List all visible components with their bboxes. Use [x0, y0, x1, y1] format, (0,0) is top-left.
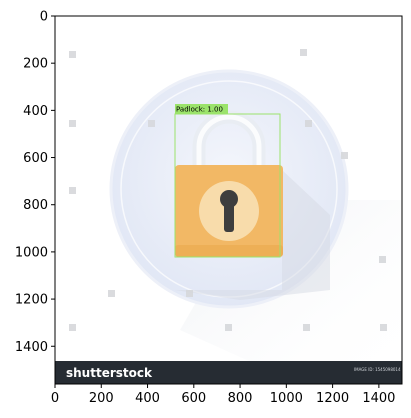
padlock-shadow — [175, 170, 330, 300]
y-axis: 0 200 400 600 800 1000 1200 1400 — [15, 10, 55, 355]
x-tick-label: 0 — [51, 391, 59, 406]
detection-label: Padlock: 1.00 — [176, 106, 223, 114]
padlock-body-shade — [175, 245, 283, 257]
watermark-image-id: IMAGE ID: 1545098014 — [354, 367, 401, 372]
watermark-footer — [55, 361, 402, 384]
plot-frame — [54, 15, 403, 385]
detection-label-bg — [175, 104, 228, 114]
watermark-brand: shutterstock — [66, 366, 153, 380]
watermark-squares — [69, 49, 387, 331]
x-axis: 0 200 400 600 800 1000 1200 1400 — [51, 384, 395, 406]
x-tick-label: 600 — [181, 391, 206, 406]
x-tick-label: 1000 — [270, 391, 303, 406]
padlock-shackle-highlight — [196, 114, 262, 168]
keyhole-slot — [224, 201, 234, 232]
y-tick-label: 1000 — [15, 245, 48, 260]
y-tick-label: 1200 — [15, 293, 48, 308]
image-area: shutterstock IMAGE ID: 1545098014 Padloc… — [55, 16, 402, 384]
y-tick-label: 0 — [40, 10, 48, 25]
x-tick-label: 400 — [135, 391, 160, 406]
y-tick-label: 200 — [23, 57, 48, 72]
y-tick-label: 400 — [23, 104, 48, 119]
y-tick-label: 800 — [23, 198, 48, 213]
y-tick-label: 600 — [23, 151, 48, 166]
x-tick-label: 1400 — [362, 391, 395, 406]
x-tick-label: 1200 — [316, 391, 349, 406]
y-tick-label: 1400 — [15, 340, 48, 355]
x-tick-label: 200 — [89, 391, 114, 406]
x-tick-label: 800 — [228, 391, 253, 406]
